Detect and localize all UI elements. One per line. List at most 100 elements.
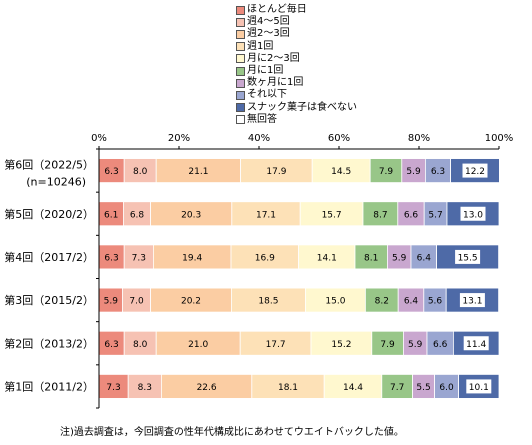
bar-segment xyxy=(298,244,356,270)
bar-segment xyxy=(155,330,241,356)
category-label: 第4回（2017/2） xyxy=(4,250,94,264)
data-label: 21.1 xyxy=(188,167,208,177)
bar-segment xyxy=(160,374,253,399)
x-tick-label: 80% xyxy=(408,133,430,144)
legend-label: 週2～3回 xyxy=(247,28,290,40)
legend-label: 数ヶ月に1回 xyxy=(247,77,304,89)
x-tick-label: 40% xyxy=(248,133,270,144)
legend-item: 月に2～3回 xyxy=(236,53,357,65)
bar-segment xyxy=(155,158,241,183)
legend-swatch xyxy=(236,103,245,113)
data-label: 5.9 xyxy=(408,340,423,350)
chart-legend: ほとんど毎日 週4～5回 週2～3回 週1回 月に2～3回 月に1回 数ヶ月に1回 それ以下ス… xyxy=(236,4,357,126)
data-label: 8.0 xyxy=(133,167,148,177)
data-label: 17.1 xyxy=(256,210,276,220)
legend-item: 月に1回 xyxy=(236,65,357,77)
x-tick-label: 20% xyxy=(168,133,190,144)
data-label: 7.9 xyxy=(380,340,395,350)
category-label: 第2回（2013/2） xyxy=(4,336,94,350)
legend-swatch xyxy=(236,66,245,76)
legend-label: 月に2～3回 xyxy=(247,52,300,64)
category-label: 第5回（2020/2） xyxy=(4,207,94,221)
bar-segment xyxy=(231,201,301,227)
data-label: 8.1 xyxy=(364,253,378,263)
legend-swatch xyxy=(236,91,245,101)
data-label: 17.7 xyxy=(266,340,286,350)
bar-segment xyxy=(251,374,325,399)
data-label: 10.1 xyxy=(469,383,489,393)
data-label: 14.1 xyxy=(317,253,337,263)
bar-segment xyxy=(150,201,233,227)
data-label: 13.1 xyxy=(462,297,482,307)
legend-item: スナック菓子は食べない xyxy=(236,102,357,114)
data-label: 11.4 xyxy=(466,340,486,350)
data-label: 7.0 xyxy=(129,297,144,307)
legend-label: 週1回 xyxy=(247,40,274,52)
bar-segment xyxy=(98,330,125,356)
legend-label: 月に1回 xyxy=(247,65,284,77)
data-label: 15.5 xyxy=(458,253,478,263)
data-label: 8.0 xyxy=(133,340,148,350)
data-label: 8.7 xyxy=(373,210,387,220)
bar-segment xyxy=(410,244,438,270)
data-label: 6.4 xyxy=(417,253,432,263)
data-label: 14.5 xyxy=(331,167,351,177)
bar-segment xyxy=(123,201,152,227)
category-label: 第6回（2022/5） xyxy=(4,158,94,172)
data-label: 16.9 xyxy=(255,253,275,263)
data-label: 7.3 xyxy=(106,383,120,393)
data-label: 6.4 xyxy=(404,297,419,307)
x-tick-label: 60% xyxy=(328,133,350,144)
bar-segment xyxy=(424,158,451,183)
legend-swatch xyxy=(236,17,245,27)
legend-label: それ以下 xyxy=(247,89,287,101)
legend-swatch xyxy=(236,42,245,52)
category-label: (n=10246) xyxy=(26,176,86,189)
data-label: 7.3 xyxy=(132,253,146,263)
data-label: 6.1 xyxy=(104,210,118,220)
bar-segment xyxy=(323,374,383,399)
data-label: 15.0 xyxy=(325,297,345,307)
data-label: 5.9 xyxy=(392,253,407,263)
data-label: 15.7 xyxy=(322,210,342,220)
data-label: 13.0 xyxy=(463,210,483,220)
category-label: 第3回（2015/2） xyxy=(4,293,94,307)
data-label: 5.6 xyxy=(428,297,443,307)
data-label: 18.1 xyxy=(278,383,298,393)
legend-item: 週2～3回 xyxy=(236,28,357,40)
data-label: 6.8 xyxy=(130,210,145,220)
data-label: 8.2 xyxy=(375,297,389,307)
data-label: 5.9 xyxy=(104,297,119,307)
data-label: 14.4 xyxy=(343,383,363,393)
data-label: 20.3 xyxy=(181,210,201,220)
legend-item: 週1回 xyxy=(236,41,357,53)
legend-swatch xyxy=(236,54,245,64)
data-label: 12.2 xyxy=(465,167,485,177)
legend-swatch xyxy=(236,30,245,39)
bar-segment xyxy=(364,287,399,313)
data-label-box xyxy=(463,336,489,351)
data-label: 6.3 xyxy=(104,167,118,177)
legend-label: 無回答 xyxy=(247,113,277,125)
bar-segment xyxy=(310,330,373,356)
data-label: 6.3 xyxy=(431,167,445,177)
bar-segment xyxy=(98,201,124,227)
legend-label: 週4～5回 xyxy=(247,16,290,28)
bar-segment xyxy=(397,287,425,313)
bar-segment xyxy=(123,244,154,270)
data-label: 6.3 xyxy=(104,253,118,263)
data-label: 17.9 xyxy=(266,167,286,177)
legend-item: 数ヶ月に1回 xyxy=(236,77,357,89)
data-label: 5.7 xyxy=(428,210,442,220)
data-label: 6.6 xyxy=(404,210,419,220)
data-label: 22.6 xyxy=(197,383,217,393)
bar-segment xyxy=(299,201,364,227)
bar-segment xyxy=(230,287,306,313)
data-label-box xyxy=(459,293,485,308)
data-label: 20.2 xyxy=(181,297,201,307)
footnote: 注)過去調査は，今回調査の性年代構成比にあわせてウエイトバックした値。 xyxy=(60,427,404,438)
legend-item: 無回答 xyxy=(236,114,357,126)
legend-swatch xyxy=(236,115,245,125)
data-label: 6.0 xyxy=(439,383,454,393)
